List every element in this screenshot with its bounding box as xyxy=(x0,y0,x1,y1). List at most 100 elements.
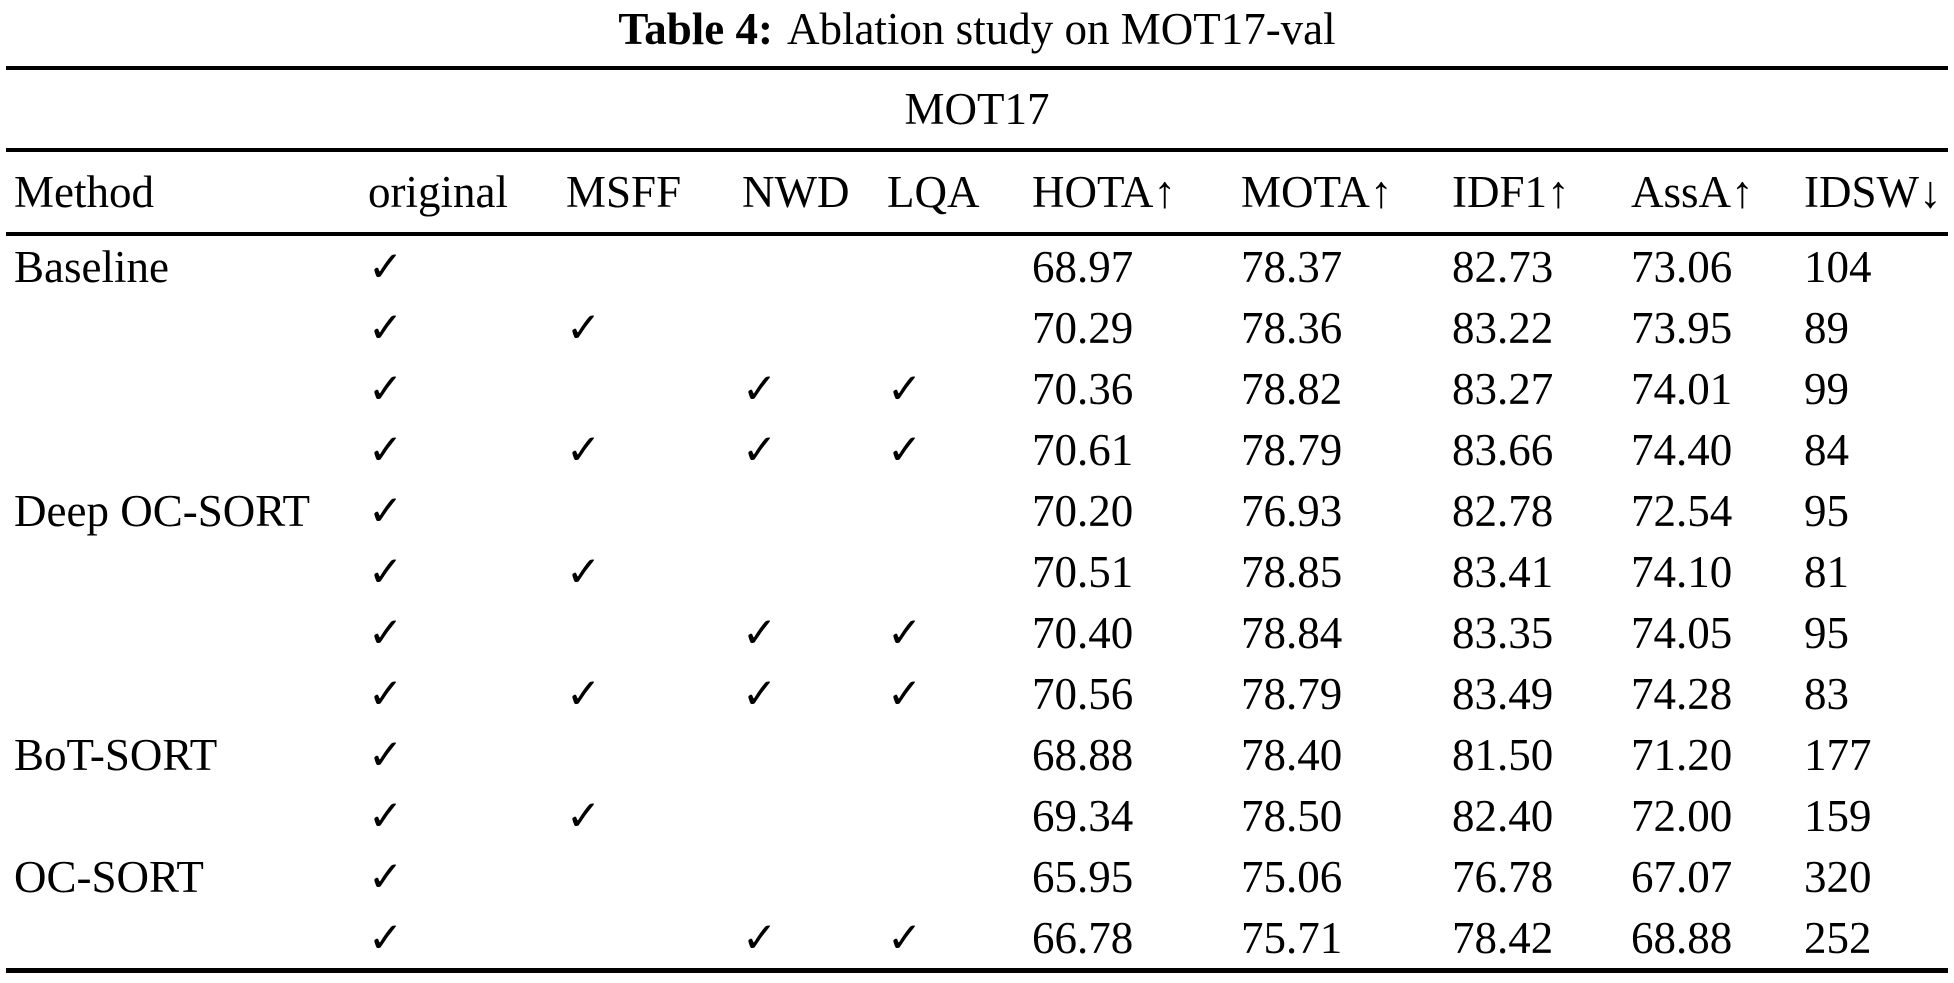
check-cell-lqa xyxy=(887,846,1032,907)
check-cell-msff xyxy=(566,724,742,785)
metric-cell-hota: 69.34 xyxy=(1032,790,1134,841)
ablation-table: MOT17 Method original MSFF NWD LQA HOTA↑ MOTA↑… xyxy=(6,66,1948,973)
metric-cell-assa: 74.01 xyxy=(1631,363,1733,414)
metric-cell-mota: 78.40 xyxy=(1241,729,1343,780)
check-cell-original: ✓ xyxy=(368,671,404,718)
table-row: ✓ ✓ 69.34 78.50 82.40 72.00 159 xyxy=(6,785,1948,846)
check-cell-nwd xyxy=(742,234,887,297)
metric-cell-hota: 70.36 xyxy=(1032,363,1134,414)
metric-cell-idsw: 89 xyxy=(1804,302,1849,353)
metric-cell-hota: 70.29 xyxy=(1032,302,1134,353)
check-cell-original: ✓ xyxy=(368,854,404,901)
method-cell xyxy=(6,358,368,419)
column-header-msff: MSFF xyxy=(566,150,742,236)
method-cell xyxy=(6,602,368,663)
metric-cell-mota: 78.84 xyxy=(1241,607,1343,658)
check-cell-msff xyxy=(566,846,742,907)
metric-cell-mota: 75.06 xyxy=(1241,851,1343,902)
metric-cell-mota: 78.85 xyxy=(1241,546,1343,597)
check-cell-lqa xyxy=(887,234,1032,297)
metric-cell-idsw: 104 xyxy=(1804,241,1872,292)
metric-cell-idf1: 76.78 xyxy=(1452,851,1554,902)
table-row: ✓ ✓ ✓ ✓ 70.61 78.79 83.66 74.40 84 xyxy=(6,419,1948,480)
table-row: Baseline ✓ 68.97 78.37 82.73 73.06 104 xyxy=(6,234,1948,297)
metric-cell-idsw: 320 xyxy=(1804,851,1872,902)
check-cell-nwd: ✓ xyxy=(742,366,778,413)
metric-cell-assa: 74.40 xyxy=(1631,424,1733,475)
method-cell xyxy=(6,785,368,846)
check-cell-lqa: ✓ xyxy=(887,915,923,962)
check-cell-msff: ✓ xyxy=(566,427,602,474)
table-row: ✓ ✓ ✓ ✓ 70.56 78.79 83.49 74.28 83 xyxy=(6,663,1948,724)
check-cell-lqa: ✓ xyxy=(887,427,923,474)
check-cell-nwd: ✓ xyxy=(742,671,778,718)
table-row: Deep OC-SORT ✓ 70.20 76.93 82.78 72.54 95 xyxy=(6,480,1948,541)
metric-cell-idf1: 83.22 xyxy=(1452,302,1554,353)
check-cell-nwd: ✓ xyxy=(742,610,778,657)
metric-cell-idsw: 84 xyxy=(1804,424,1849,475)
metric-cell-idsw: 95 xyxy=(1804,485,1849,536)
table-row: BoT-SORT ✓ 68.88 78.40 81.50 71.20 177 xyxy=(6,724,1948,785)
check-cell-nwd xyxy=(742,297,887,358)
dataset-group-row: MOT17 xyxy=(6,68,1948,152)
metric-cell-mota: 78.79 xyxy=(1241,668,1343,719)
check-cell-nwd xyxy=(742,785,887,846)
metric-cell-hota: 70.40 xyxy=(1032,607,1134,658)
check-cell-lqa: ✓ xyxy=(887,610,923,657)
metric-cell-assa: 67.07 xyxy=(1631,851,1733,902)
metric-cell-assa: 68.88 xyxy=(1631,912,1733,963)
metric-cell-idf1: 82.40 xyxy=(1452,790,1554,841)
method-cell: Deep OC-SORT xyxy=(14,485,311,536)
check-cell-nwd xyxy=(742,541,887,602)
metric-cell-idsw: 83 xyxy=(1804,668,1849,719)
column-header-assa: AssA↑ xyxy=(1631,150,1804,236)
check-cell-msff: ✓ xyxy=(566,671,602,718)
check-cell-original: ✓ xyxy=(368,610,404,657)
check-cell-original: ✓ xyxy=(368,305,404,352)
metric-cell-assa: 74.28 xyxy=(1631,668,1733,719)
method-cell: OC-SORT xyxy=(14,851,204,902)
check-cell-lqa xyxy=(887,480,1032,541)
check-cell-original: ✓ xyxy=(368,488,404,535)
metric-cell-idf1: 81.50 xyxy=(1452,729,1554,780)
metric-cell-idsw: 159 xyxy=(1804,790,1872,841)
metric-cell-idsw: 81 xyxy=(1804,546,1849,597)
check-cell-original: ✓ xyxy=(368,427,404,474)
metric-cell-mota: 75.71 xyxy=(1241,912,1343,963)
table-caption: Table 4: Ablation study on MOT17-val xyxy=(0,0,1954,66)
metric-cell-assa: 73.95 xyxy=(1631,302,1733,353)
metric-cell-assa: 72.00 xyxy=(1631,790,1733,841)
column-header-method: Method xyxy=(6,150,368,236)
metric-cell-mota: 76.93 xyxy=(1241,485,1343,536)
metric-cell-hota: 65.95 xyxy=(1032,851,1134,902)
table-row: ✓ ✓ ✓ 66.78 75.71 78.42 68.88 252 xyxy=(6,907,1948,971)
metric-cell-idf1: 83.35 xyxy=(1452,607,1554,658)
metric-cell-assa: 73.06 xyxy=(1631,241,1733,292)
column-header-original: original xyxy=(368,150,566,236)
check-cell-original: ✓ xyxy=(368,732,404,779)
check-cell-msff: ✓ xyxy=(566,549,602,596)
column-header-idf1: IDF1↑ xyxy=(1452,150,1631,236)
check-cell-msff xyxy=(566,234,742,297)
check-cell-msff xyxy=(566,907,742,971)
check-cell-lqa xyxy=(887,785,1032,846)
metric-cell-assa: 72.54 xyxy=(1631,485,1733,536)
metric-cell-idf1: 83.41 xyxy=(1452,546,1554,597)
metric-cell-mota: 78.79 xyxy=(1241,424,1343,475)
column-header-hota: HOTA↑ xyxy=(1032,150,1241,236)
check-cell-original: ✓ xyxy=(368,793,404,840)
metric-cell-hota: 70.56 xyxy=(1032,668,1134,719)
metric-cell-assa: 74.10 xyxy=(1631,546,1733,597)
check-cell-lqa xyxy=(887,297,1032,358)
column-header-idsw: IDSW↓ xyxy=(1804,150,1948,236)
check-cell-lqa xyxy=(887,724,1032,785)
metric-cell-mota: 78.50 xyxy=(1241,790,1343,841)
metric-cell-mota: 78.82 xyxy=(1241,363,1343,414)
dataset-group-header: MOT17 xyxy=(6,68,1948,152)
method-cell: BoT-SORT xyxy=(14,729,218,780)
metric-cell-assa: 71.20 xyxy=(1631,729,1733,780)
metric-cell-idsw: 252 xyxy=(1804,912,1872,963)
check-cell-nwd xyxy=(742,480,887,541)
metric-cell-hota: 68.97 xyxy=(1032,241,1134,292)
